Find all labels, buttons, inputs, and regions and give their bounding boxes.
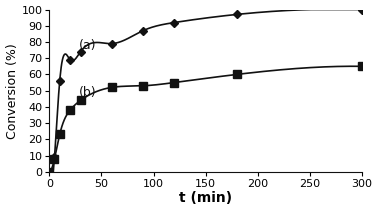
X-axis label: t (min): t (min) [179,191,232,206]
Y-axis label: Conversion (%): Conversion (%) [6,43,19,138]
Text: (a): (a) [79,39,96,52]
Text: (b): (b) [79,86,96,99]
